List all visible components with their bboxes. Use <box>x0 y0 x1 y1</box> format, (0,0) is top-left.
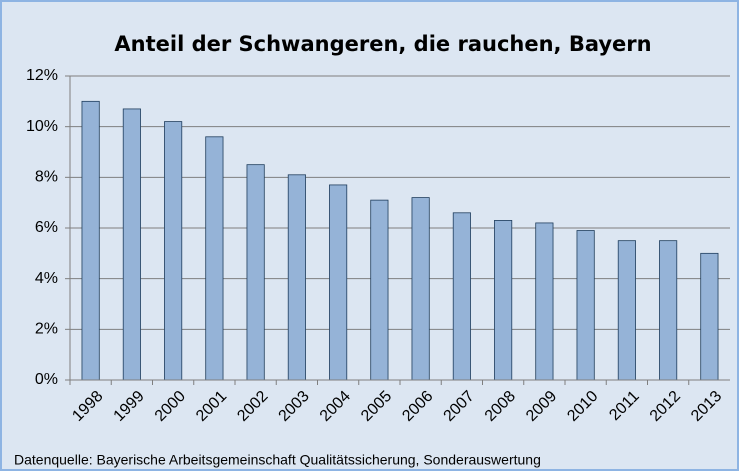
bar <box>329 184 348 381</box>
y-tick-label: 4% <box>35 270 58 287</box>
bar <box>370 199 389 381</box>
bar <box>246 164 265 381</box>
bar <box>205 136 224 381</box>
source-note: Datenquelle: Bayerische Arbeitsgemeinsch… <box>14 452 541 468</box>
bar <box>411 197 430 381</box>
y-tick-label: 6% <box>35 219 58 236</box>
bar <box>535 222 554 381</box>
bar <box>659 240 678 381</box>
bar <box>122 108 141 381</box>
bar <box>494 219 513 381</box>
y-tick-label: 0% <box>35 371 58 388</box>
y-tick-label: 8% <box>35 169 58 186</box>
bar <box>287 174 306 381</box>
y-tick-label: 12% <box>26 67 58 84</box>
bar <box>452 212 471 381</box>
bar <box>617 240 636 381</box>
y-tick-label: 2% <box>35 321 58 338</box>
chart-title: Anteil der Schwangeren, die rauchen, Bay… <box>114 32 651 56</box>
y-tick-label: 10% <box>26 118 58 135</box>
bar <box>81 100 100 381</box>
bar <box>576 230 595 381</box>
bar <box>164 121 183 381</box>
bar <box>700 252 719 381</box>
